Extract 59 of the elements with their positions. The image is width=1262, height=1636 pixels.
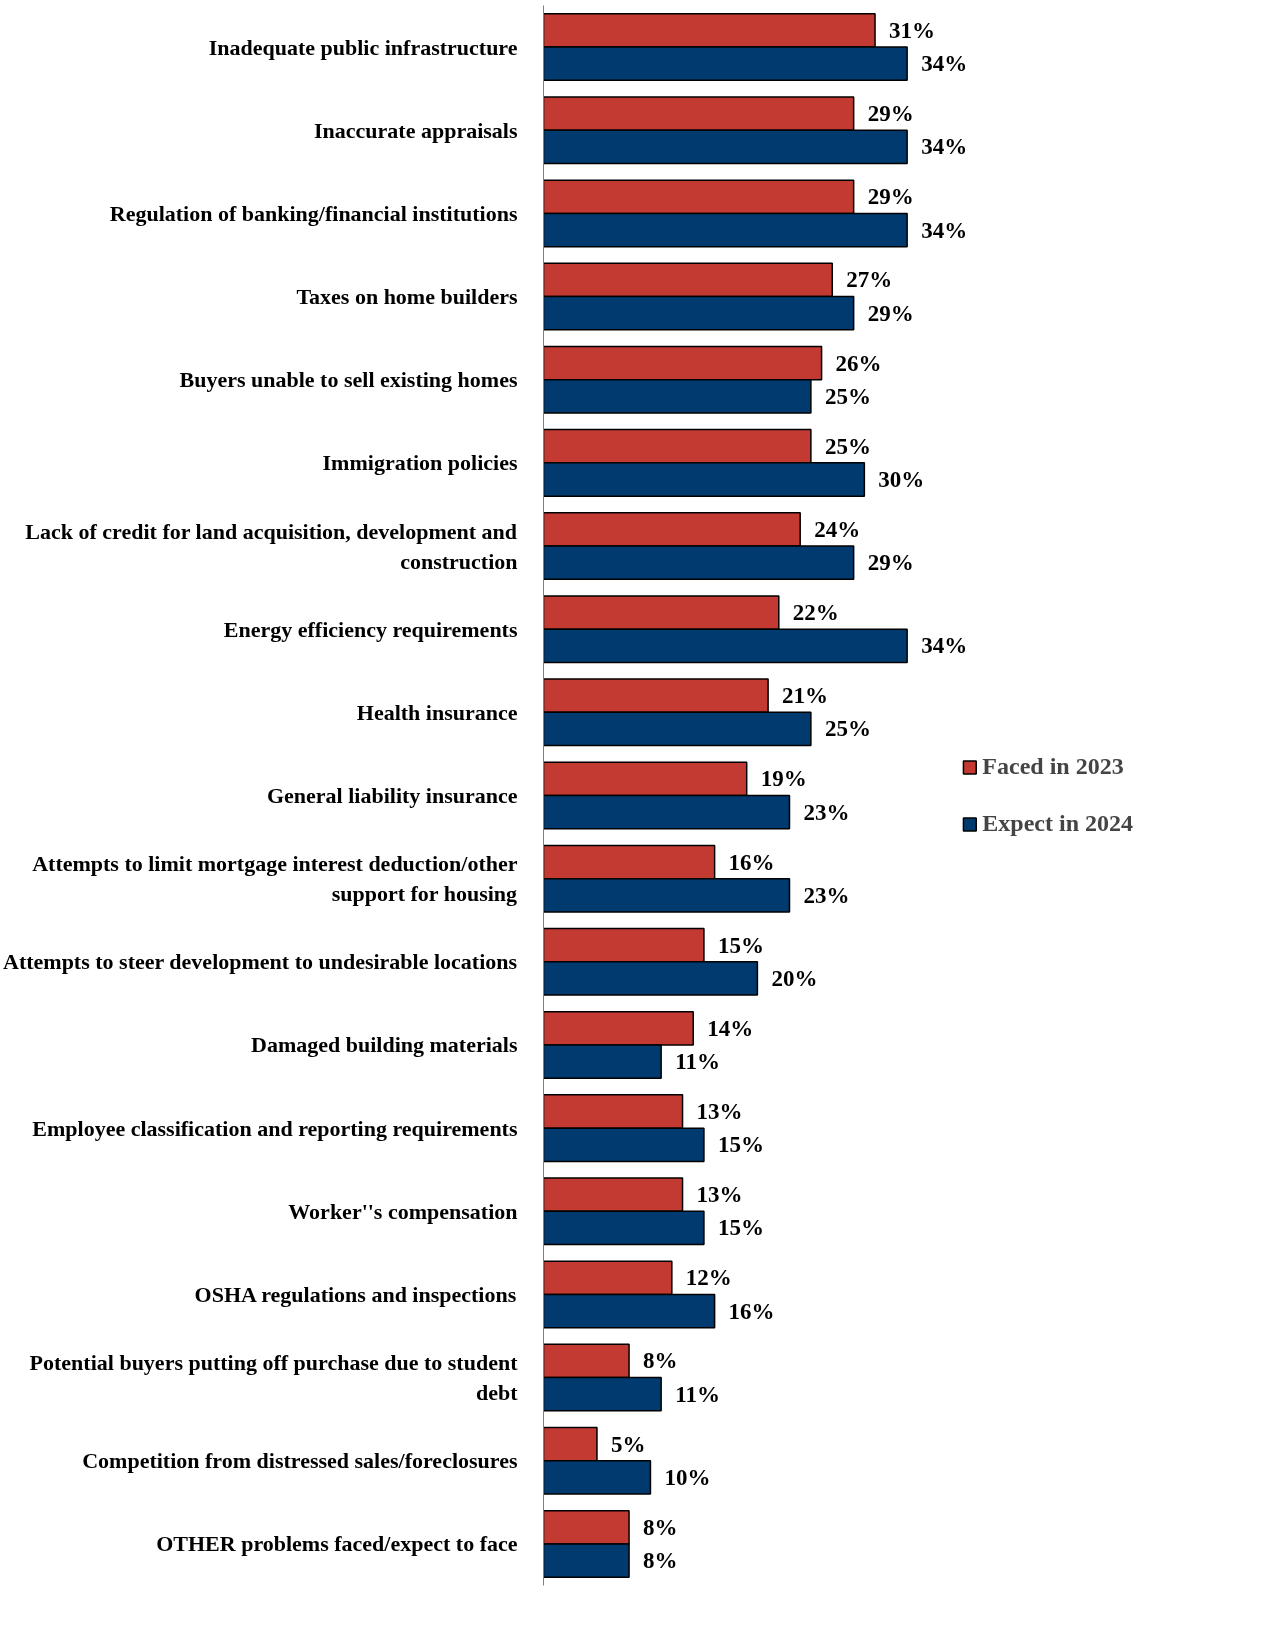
data-label: 14% [707,1015,754,1041]
data-label: 24% [814,516,861,542]
data-label: 13% [696,1182,743,1208]
data-label: 11% [675,1381,720,1407]
data-label: 13% [696,1099,743,1124]
data-label: 29% [867,184,914,210]
data-label: 25% [824,383,871,409]
data-label: 11% [675,1049,720,1075]
y-tick-label: Employee classification and reporting requirements [32,1115,518,1141]
y-tick-label: OSHA regulations and inspections [194,1281,517,1307]
y-tick-label: Energy efficiency requirements [223,616,518,642]
y-tick-label: Worker''s compensation [288,1198,518,1224]
data-label: 34% [921,217,968,243]
data-label: 21% [782,683,829,709]
y-tick-label: Immigration policies [322,450,518,476]
data-label: 34% [921,134,968,160]
data-label: 12% [685,1265,732,1291]
data-label: 34% [921,51,968,77]
data-label: 25% [824,716,871,742]
data-label: 19% [760,766,807,792]
data-label: 23% [803,799,850,825]
data-label: 15% [717,1132,764,1158]
data-label: 20% [771,965,818,991]
data-label: 15% [717,1215,764,1241]
data-label: 26% [835,350,882,376]
data-label: 8% [643,1548,678,1574]
y-tick-label: Health insurance [356,699,518,725]
data-label: 8% [643,1348,678,1374]
data-label: 29% [867,550,914,576]
y-tick-label: Potential buyers putting off purchase due to student debt [29,1350,519,1406]
data-label: 29% [867,101,914,127]
data-label: 8% [643,1514,678,1540]
data-label: 22% [792,600,839,626]
data-label: 34% [921,633,968,659]
y-tick-label: Competition from distressed sales/foreclosures [82,1448,518,1474]
y-tick-label: Lack of credit for land acquisition, development and construction [25,518,518,574]
y-tick-label: General liability insurance [266,783,518,808]
y-tick-label: Buyers unable to sell existing homes [179,367,518,393]
data-label: 31% [889,17,936,43]
y-tick-label: Inaccurate appraisals [314,117,518,143]
data-label: 5% [610,1431,646,1457]
y-tick-label: Damaged building materials [251,1032,518,1058]
data-label: 16% [728,1298,775,1324]
data-label: 15% [717,932,764,958]
y-tick-label: OTHER problems faced/expect to face [156,1531,518,1557]
y-tick-label: Regulation of banking/financial institutions [109,200,518,226]
y-tick-label: Taxes on home builders [296,284,518,310]
data-label: 29% [867,300,914,326]
data-label: 27% [846,267,893,293]
y-tick-label: Attempts to steer development to undesirable locations [3,949,518,975]
legend-label: Expect in 2024 [982,810,1133,837]
data-label: 23% [803,882,850,908]
data-label: 30% [878,467,925,492]
y-tick-label: Attempts to limit mortgage interest deduction/other support for housing [32,851,518,907]
data-label: 25% [824,433,871,459]
data-label: 16% [728,849,775,875]
legend-label: Faced in 2023 [982,753,1124,780]
y-tick-label: Inadequate public infrastructure [208,34,518,60]
data-label: 10% [664,1464,711,1490]
